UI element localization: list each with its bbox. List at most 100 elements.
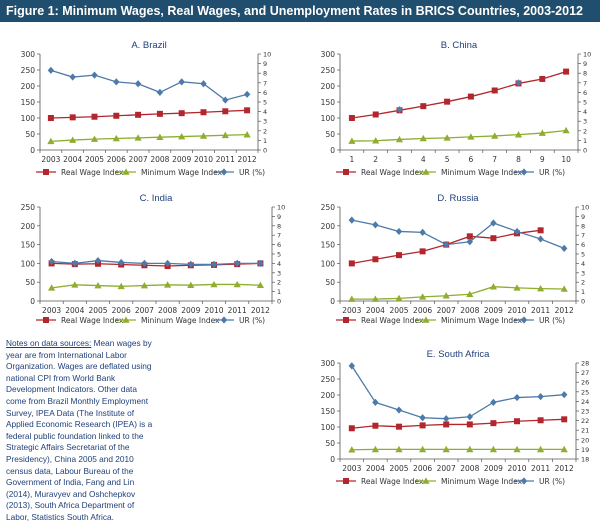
- data-point-ur: [561, 391, 567, 398]
- series-line-ur: [352, 366, 564, 419]
- x-tick-label: 2008: [150, 155, 169, 164]
- legend-marker-real: [43, 169, 49, 175]
- series-line-min: [51, 135, 247, 142]
- left-tick-label: 50: [325, 439, 335, 448]
- series-ur: [48, 67, 251, 104]
- data-point-real: [468, 94, 474, 100]
- data-point-real: [444, 99, 450, 105]
- data-point-real: [538, 417, 544, 423]
- x-tick-label: 2008: [460, 464, 479, 473]
- data-point-real: [70, 114, 76, 120]
- data-point-ur: [490, 399, 496, 406]
- legend-label-min: Minimum Wage Index: [441, 477, 523, 486]
- left-tick-label: 250: [21, 203, 36, 212]
- data-point-real: [349, 425, 355, 431]
- x-tick-label: 2: [373, 155, 378, 164]
- left-tick-label: 0: [30, 297, 35, 306]
- left-tick-label: 300: [321, 359, 336, 368]
- chart-south-africa: E. South Africa0501001502002503001819202…: [300, 339, 600, 494]
- legend-item-min: Minimum Wage Index: [416, 316, 523, 325]
- x-tick-label: 2003: [342, 306, 361, 315]
- data-point-real: [561, 416, 567, 422]
- right-tick-label: 4: [581, 260, 585, 268]
- data-point-ur: [537, 393, 543, 400]
- data-point-ur: [419, 229, 425, 236]
- left-tick-label: 300: [321, 50, 336, 59]
- legend-label-real: Real Wage Index: [361, 316, 424, 325]
- legend-marker-ur: [221, 316, 227, 323]
- data-point-real: [492, 87, 498, 93]
- x-tick-label: 2006: [413, 464, 432, 473]
- right-tick-label: 9: [277, 213, 281, 221]
- left-tick-label: 150: [321, 98, 336, 107]
- x-tick-label: 2009: [484, 464, 503, 473]
- left-tick-label: 250: [21, 66, 36, 75]
- x-tick-label: 2011: [228, 306, 247, 315]
- legend-marker-real: [343, 478, 349, 484]
- legend-label-real: Real Wage Index: [361, 477, 424, 486]
- data-point-real: [179, 110, 185, 116]
- left-tick-label: 200: [21, 222, 36, 231]
- right-tick-label: 5: [263, 99, 267, 107]
- x-tick-label: 2005: [389, 306, 408, 315]
- x-tick-label: 2005: [88, 306, 107, 315]
- data-point-ur: [48, 67, 54, 74]
- series-min: [348, 283, 568, 302]
- x-tick-label: 2009: [484, 306, 503, 315]
- left-tick-label: 250: [321, 66, 336, 75]
- series-real: [49, 260, 264, 269]
- x-tick-label: 2005: [389, 464, 408, 473]
- right-tick-label: 21: [581, 427, 589, 435]
- right-tick-label: 0: [581, 298, 585, 306]
- data-point-min: [563, 127, 570, 133]
- data-sources-note: Notes on data sources: Mean wages by yea…: [6, 338, 156, 524]
- right-tick-label: 10: [277, 204, 285, 212]
- note-heading: Notes on data sources:: [6, 338, 91, 348]
- series-line-real: [51, 110, 247, 118]
- data-point-real: [396, 252, 402, 258]
- data-point-real: [244, 107, 250, 113]
- right-tick-label: 9: [263, 60, 267, 68]
- chart-russia: D. Russia0501001502002500123456789102003…: [300, 189, 600, 329]
- legend-item-real: Real Wage Index: [336, 168, 424, 177]
- data-point-real: [349, 260, 355, 266]
- series-line-ur: [51, 70, 247, 100]
- data-point-ur: [113, 78, 119, 85]
- right-tick-label: 3: [263, 118, 267, 126]
- x-tick-label: 2008: [158, 306, 177, 315]
- right-tick-label: 0: [277, 298, 281, 306]
- right-tick-label: 5: [581, 251, 585, 259]
- left-tick-label: 200: [321, 391, 336, 400]
- right-tick-label: 1: [277, 288, 281, 296]
- legend-label-real: Real Wage Index: [61, 316, 124, 325]
- x-tick-label: 2011: [531, 306, 550, 315]
- legend-item-min: Mininum Wage Index: [116, 316, 220, 325]
- data-point-real: [349, 115, 355, 121]
- x-tick-label: 2009: [172, 155, 191, 164]
- right-tick-label: 4: [277, 260, 281, 268]
- left-tick-label: 150: [21, 241, 36, 250]
- series-real: [48, 107, 250, 121]
- x-tick-label: 2011: [531, 464, 550, 473]
- chart-title: C. India: [140, 193, 173, 204]
- right-tick-label: 3: [583, 118, 587, 126]
- x-tick-label: 2011: [216, 155, 235, 164]
- data-point-real: [563, 69, 569, 75]
- x-tick-label: 3: [397, 155, 402, 164]
- right-tick-label: 25: [581, 388, 589, 396]
- legend-item-real: Real Wage Index: [36, 316, 124, 325]
- data-point-ur: [396, 228, 402, 235]
- series-line-min: [352, 130, 566, 141]
- legend-label-real: Real Wage Index: [361, 168, 424, 177]
- x-tick-label: 1: [350, 155, 355, 164]
- left-tick-label: 100: [321, 259, 336, 268]
- right-tick-label: 10: [263, 51, 271, 59]
- x-tick-label: 2008: [460, 306, 479, 315]
- x-tick-label: 2010: [507, 306, 526, 315]
- left-tick-label: 150: [321, 241, 336, 250]
- series-line-ur: [352, 220, 564, 248]
- series-line-real: [352, 419, 564, 428]
- legend-item-min: Minimum Wage Index: [416, 168, 523, 177]
- data-point-ur: [91, 72, 97, 79]
- x-tick-label: 2004: [366, 464, 385, 473]
